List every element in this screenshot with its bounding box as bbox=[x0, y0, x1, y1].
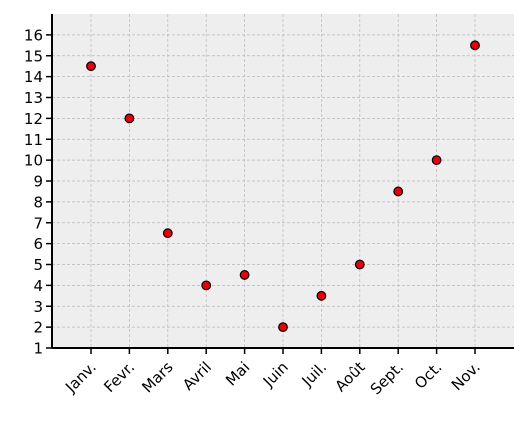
y-tick-label: 15 bbox=[24, 47, 43, 65]
data-point bbox=[124, 113, 135, 124]
data-point bbox=[393, 186, 404, 197]
data-point bbox=[431, 155, 442, 166]
x-axis-ticks: Janv. Fevr. Mars Avril Mai Juin Juil. AoûtSept.… bbox=[61, 348, 484, 398]
x-tick-label: Fevr. bbox=[100, 358, 138, 396]
x-tick-label: Oct. bbox=[411, 358, 445, 392]
x-tick-label: Mai bbox=[222, 358, 253, 389]
data-point bbox=[201, 280, 212, 291]
y-tick-label: 7 bbox=[33, 214, 43, 232]
y-tick-label: 6 bbox=[33, 235, 43, 253]
data-point bbox=[86, 61, 96, 72]
x-tick-label: Juin bbox=[259, 358, 292, 391]
y-tick-label: 2 bbox=[33, 319, 43, 337]
data-point bbox=[316, 290, 327, 301]
y-tick-label: 11 bbox=[24, 131, 43, 149]
y-tick-label: 12 bbox=[24, 110, 43, 128]
y-tick-label: 9 bbox=[33, 173, 43, 191]
data-point bbox=[162, 228, 173, 239]
y-tick-label: 13 bbox=[24, 89, 43, 107]
y-tick-label: 5 bbox=[33, 256, 43, 274]
x-tick-label: Juil. bbox=[298, 358, 331, 391]
x-tick-label: Sept. bbox=[367, 358, 407, 398]
y-tick-label: 4 bbox=[33, 277, 43, 295]
x-tick-label: Avril bbox=[179, 358, 215, 394]
y-tick-label: 16 bbox=[24, 26, 43, 44]
y-tick-label: 14 bbox=[24, 68, 43, 86]
y-tick-label: 8 bbox=[33, 193, 43, 211]
x-tick-label: Mars bbox=[138, 358, 176, 396]
data-point bbox=[278, 322, 288, 333]
x-tick-label: Nov. bbox=[448, 358, 484, 394]
y-tick-label: 10 bbox=[24, 152, 43, 170]
data-point bbox=[354, 259, 365, 270]
x-tick-label: Août bbox=[331, 358, 368, 395]
y-tick-label: 1 bbox=[33, 340, 43, 358]
y-tick-label: 3 bbox=[33, 298, 43, 316]
data-points bbox=[86, 40, 480, 333]
data-point bbox=[470, 40, 480, 51]
data-point bbox=[239, 270, 250, 280]
x-tick-label: Janv. bbox=[61, 358, 100, 397]
grid bbox=[52, 14, 514, 348]
